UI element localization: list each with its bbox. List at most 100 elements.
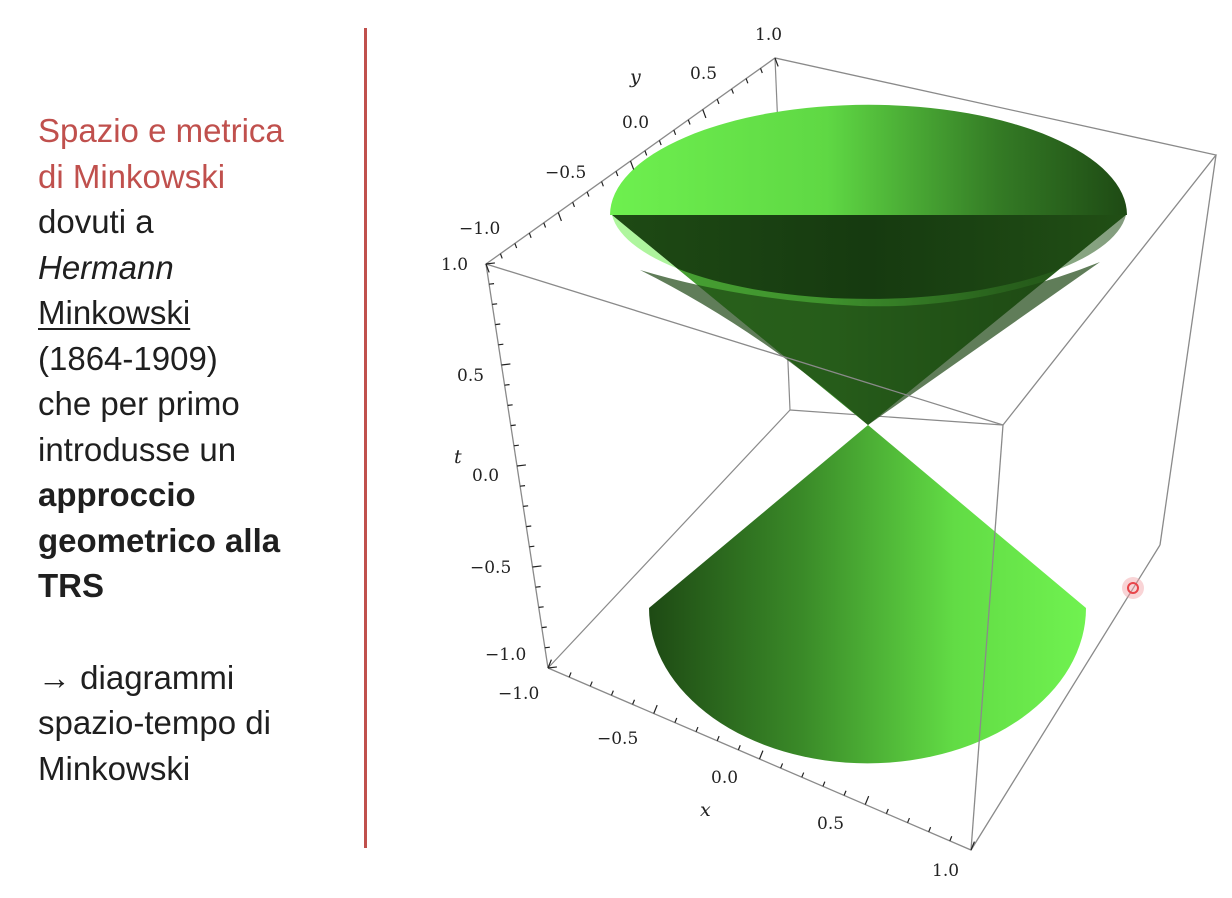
- text-minkowski-last: Minkowski: [38, 749, 191, 787]
- t-tick-label: −0.5: [470, 558, 511, 578]
- x-tick: [906, 817, 911, 823]
- laser-pointer-dot: [1122, 577, 1144, 599]
- y-tick: [557, 212, 562, 222]
- y-tick: [528, 232, 532, 239]
- x-tick-label: 0.0: [711, 768, 738, 788]
- x-tick: [780, 763, 784, 769]
- x-tick-labels: −1.0 −0.5 0.0 0.5 1.0: [498, 684, 959, 881]
- text-spazio-tempo: spazio-tempo di: [38, 704, 271, 741]
- t-tick: [544, 646, 550, 649]
- x-tick-label: −1.0: [498, 684, 539, 704]
- y-tick: [774, 57, 779, 67]
- y-tick: [572, 201, 576, 208]
- y-tick: [716, 98, 720, 105]
- t-tick: [541, 626, 547, 629]
- y-tick: [586, 191, 590, 197]
- t-tick-label: 1.0: [441, 255, 468, 275]
- name-last-link[interactable]: Minkowski: [38, 294, 191, 331]
- t-tick: [501, 363, 511, 366]
- y-tick: [759, 68, 763, 74]
- x-tick: [864, 795, 870, 805]
- y-tick: [514, 243, 518, 249]
- y-tick: [499, 253, 503, 259]
- y-tick: [687, 119, 691, 125]
- bold-line-3: TRS: [38, 567, 104, 604]
- y-tick: [702, 109, 707, 119]
- t-tick: [526, 525, 532, 528]
- y-tick: [543, 222, 547, 228]
- y-tick: [745, 78, 749, 84]
- y-tick-labels: 1.0 0.5 0.0 −0.5 −1.0: [459, 25, 782, 239]
- x-tick: [547, 659, 552, 669]
- x-tick: [737, 745, 741, 751]
- x-tick-label: 1.0: [932, 861, 959, 881]
- y-tick-label: 1.0: [755, 25, 782, 45]
- y-tick: [629, 160, 635, 170]
- t-tick-label: 0.5: [457, 366, 484, 386]
- y-tick: [673, 129, 677, 136]
- t-tick-label: 0.0: [472, 466, 499, 486]
- text-years: (1864-1909): [38, 339, 218, 377]
- text-diagrammi: diagrammi: [71, 658, 235, 696]
- x-tick: [758, 750, 764, 760]
- t-tick-labels: 1.0 0.5 0.0 −0.5 −1.0: [441, 255, 526, 665]
- t-tick: [516, 464, 526, 467]
- light-cone: [610, 104, 1127, 764]
- x-tick: [822, 781, 826, 787]
- x-tick: [843, 790, 847, 796]
- t-tick: [547, 666, 557, 669]
- x-tick-label: 0.5: [817, 814, 844, 834]
- x-tick: [568, 672, 572, 678]
- x-tick: [653, 704, 658, 714]
- y-tick-label: 0.0: [622, 113, 649, 133]
- x-tick: [632, 699, 636, 705]
- t-tick: [492, 303, 498, 305]
- slide-divider: [364, 28, 367, 848]
- x-tick: [716, 735, 720, 742]
- t-tick: [489, 283, 495, 285]
- x-tick: [801, 772, 805, 778]
- name-first: Hermann: [38, 248, 174, 286]
- bold-line-2: geometrico alla: [38, 521, 281, 559]
- x-tick-label: −0.5: [597, 729, 638, 749]
- t-tick: [535, 586, 541, 588]
- y-axis-label: y: [629, 66, 641, 88]
- y-tick: [615, 171, 619, 177]
- title-line-2: di Minkowski: [38, 157, 226, 195]
- t-tick: [507, 404, 513, 406]
- t-tick: [510, 424, 516, 427]
- past-cone: [649, 425, 1086, 764]
- y-tick-label: 0.5: [690, 64, 717, 84]
- x-tick: [589, 681, 593, 687]
- x-tick: [695, 726, 699, 732]
- t-tick: [513, 444, 519, 447]
- t-tick: [523, 505, 529, 507]
- x-tick: [885, 808, 889, 814]
- x-tick: [970, 841, 975, 851]
- y-tick-label: −0.5: [545, 163, 586, 183]
- t-axis-label: t: [454, 446, 462, 468]
- t-tick: [520, 485, 526, 487]
- arrow-icon: →: [38, 658, 71, 696]
- x-tick: [949, 836, 953, 842]
- text-che: che per primo: [38, 385, 240, 422]
- t-tick: [495, 323, 501, 326]
- slide-text: Spazio e metrica di Minkowski dovuti a H…: [38, 108, 358, 791]
- text-introdusse: introdusse un: [38, 430, 237, 468]
- text-dovuti: dovuti a: [38, 203, 154, 240]
- x-tick: [610, 690, 614, 696]
- title-line-1: Spazio e metrica: [38, 112, 284, 149]
- t-tick-label: −1.0: [485, 645, 526, 665]
- future-cone: [610, 104, 1127, 215]
- x-tick: [674, 717, 678, 723]
- y-tick: [485, 263, 490, 273]
- tick-marks: [485, 57, 975, 851]
- y-tick-label: −1.0: [459, 219, 500, 239]
- y-tick: [644, 150, 648, 156]
- t-tick: [504, 384, 510, 386]
- t-tick: [498, 343, 504, 346]
- y-tick: [658, 140, 662, 146]
- t-tick: [485, 262, 495, 265]
- x-tick: [928, 826, 932, 833]
